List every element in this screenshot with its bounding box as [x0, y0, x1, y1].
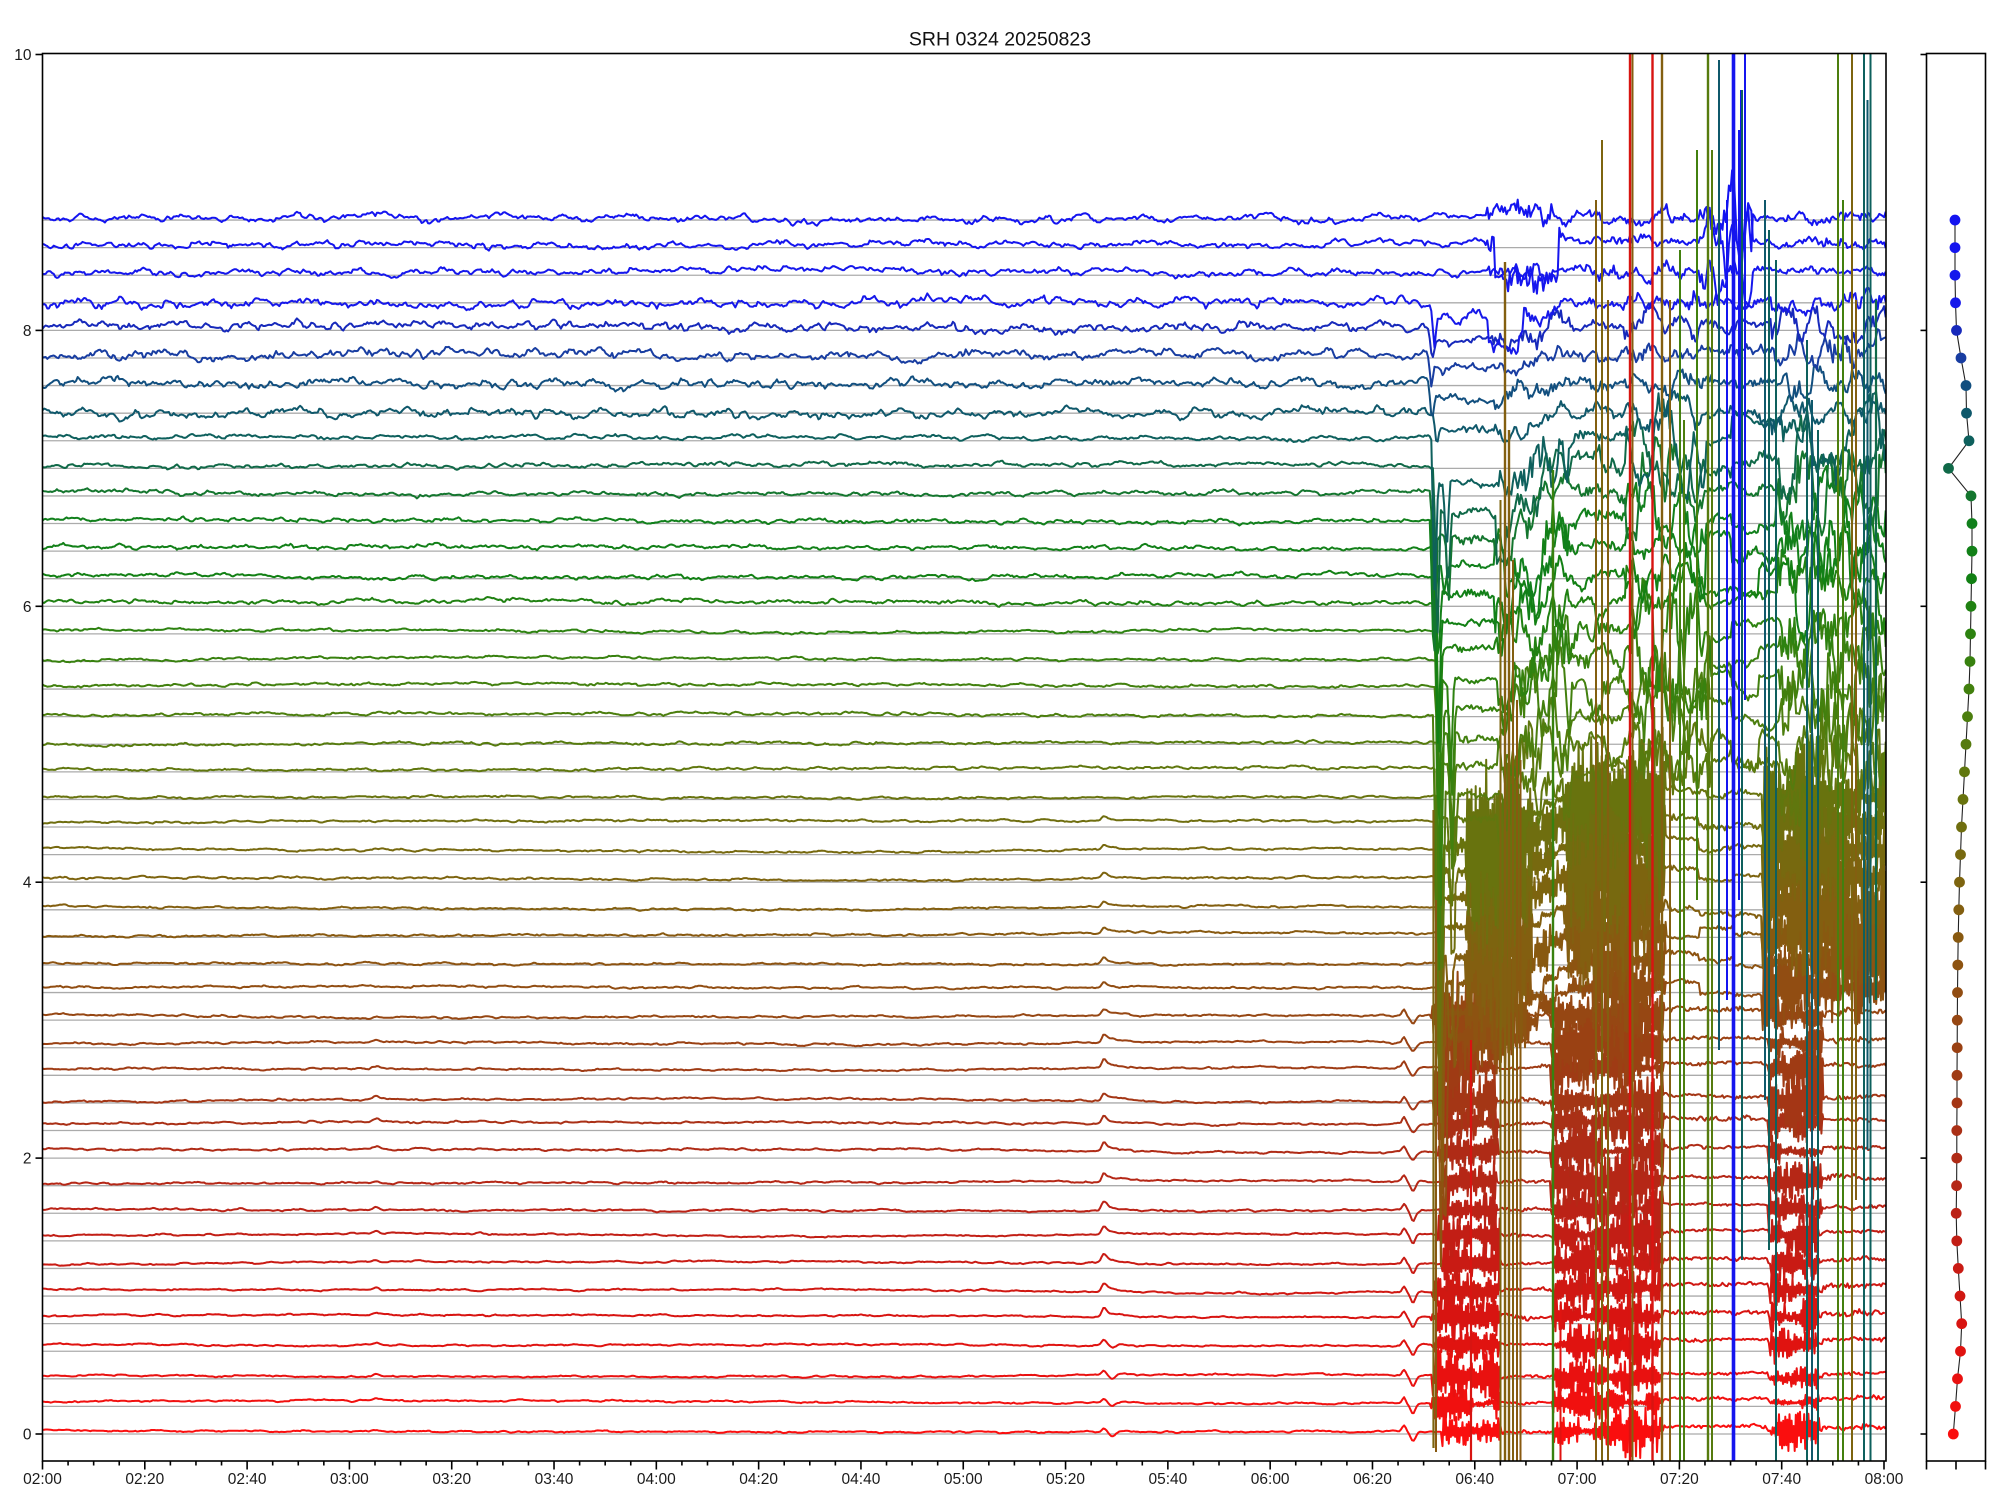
svg-text:02:40: 02:40 — [228, 1471, 267, 1488]
svg-text:02:20: 02:20 — [125, 1471, 164, 1488]
svg-text:05:20: 05:20 — [1046, 1471, 1085, 1488]
svg-text:SRH 0324 20250823: SRH 0324 20250823 — [909, 29, 1091, 51]
svg-text:07:40: 07:40 — [1762, 1471, 1801, 1488]
svg-text:05:40: 05:40 — [1148, 1471, 1187, 1488]
svg-text:6: 6 — [23, 599, 32, 616]
svg-text:4: 4 — [23, 875, 32, 892]
svg-text:04:20: 04:20 — [739, 1471, 778, 1488]
svg-text:06:20: 06:20 — [1353, 1471, 1392, 1488]
svg-text:07:00: 07:00 — [1558, 1471, 1597, 1488]
svg-text:04:00: 04:00 — [637, 1471, 676, 1488]
svg-text:03:00: 03:00 — [330, 1471, 369, 1488]
svg-text:04:40: 04:40 — [842, 1471, 881, 1488]
svg-text:06:40: 06:40 — [1455, 1471, 1494, 1488]
svg-text:05:00: 05:00 — [944, 1471, 983, 1488]
svg-text:8: 8 — [23, 323, 32, 340]
svg-text:03:40: 03:40 — [535, 1471, 574, 1488]
svg-text:03:20: 03:20 — [432, 1471, 471, 1488]
svg-text:2: 2 — [23, 1151, 32, 1168]
svg-text:08:00: 08:00 — [1865, 1471, 1904, 1488]
svg-text:0: 0 — [23, 1427, 32, 1444]
svg-text:02:00: 02:00 — [23, 1471, 62, 1488]
svg-text:10: 10 — [14, 47, 32, 64]
svg-text:06:00: 06:00 — [1251, 1471, 1290, 1488]
svg-text:07:20: 07:20 — [1660, 1471, 1699, 1488]
